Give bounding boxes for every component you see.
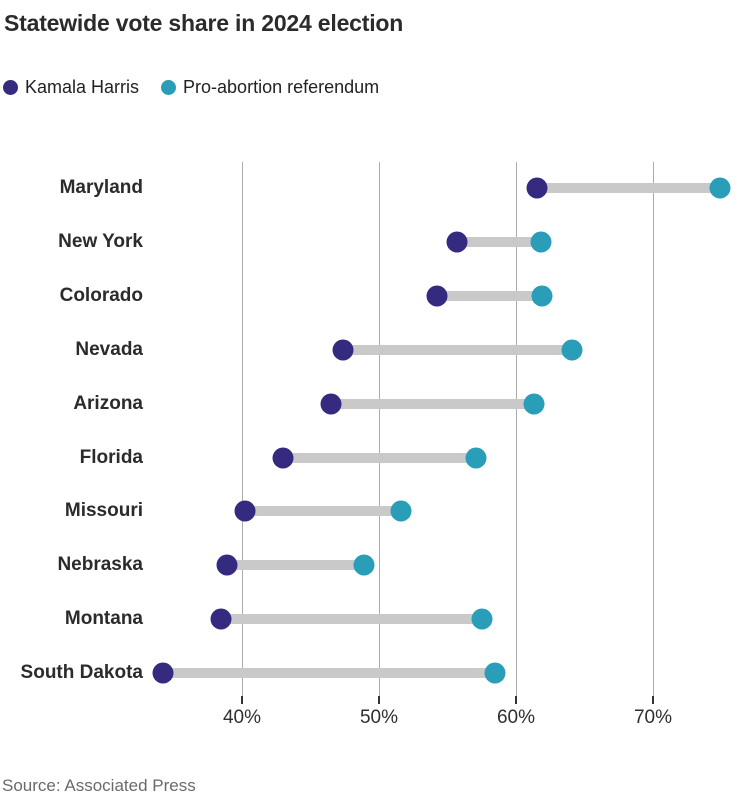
category-label: Maryland xyxy=(59,177,143,198)
legend-item-harris: Kamala Harris xyxy=(3,77,139,98)
harris-dot xyxy=(152,662,174,684)
source-credit: Source: Associated Press xyxy=(2,776,196,795)
gridline-60 xyxy=(515,162,517,696)
axis-tick-label-60: 60% xyxy=(496,707,536,728)
referendum-dot xyxy=(530,231,552,253)
axis-tick-40 xyxy=(241,696,243,704)
category-label: Nevada xyxy=(75,338,143,360)
referendum-legend-label: Pro-abortion referendum xyxy=(183,77,380,97)
harris-legend-label: Kamala Harris xyxy=(25,77,140,97)
gridline-40 xyxy=(241,162,243,696)
axis-tick-label-50: 50% xyxy=(359,707,399,728)
category-label: Colorado xyxy=(59,284,143,306)
gridline-50 xyxy=(378,162,380,696)
connector-bar xyxy=(331,398,534,409)
category-label: Missouri xyxy=(64,500,143,522)
harris-dot xyxy=(234,500,256,522)
connector-bar xyxy=(457,236,541,247)
harris-legend-dot-icon xyxy=(3,80,18,95)
axis-tick-70 xyxy=(652,696,654,704)
harris-dot xyxy=(426,285,448,307)
connector-bar xyxy=(536,183,721,193)
harris-dot xyxy=(446,231,468,253)
harris-dot xyxy=(526,177,548,199)
referendum-legend-dot-icon xyxy=(161,80,177,95)
connector-bar xyxy=(226,560,364,571)
chart-title: Statewide vote share in 2024 election xyxy=(4,10,404,36)
axis-tick-label-70: 70% xyxy=(633,707,673,728)
category-label: Montana xyxy=(64,608,143,630)
category-label: South Dakota xyxy=(20,662,143,684)
connector-bar xyxy=(244,506,401,517)
referendum-dot xyxy=(523,393,545,415)
harris-dot xyxy=(332,339,354,361)
category-label: New York xyxy=(58,230,143,252)
connector-bar xyxy=(436,290,543,301)
connector-bar xyxy=(162,668,496,679)
axis-tick-50 xyxy=(378,696,380,704)
connector-bar xyxy=(283,452,477,463)
referendum-dot xyxy=(465,447,487,468)
connector-bar xyxy=(221,614,482,625)
category-label: Florida xyxy=(79,446,143,468)
harris-dot xyxy=(320,393,342,415)
referendum-dot xyxy=(390,500,412,522)
legend-item-referendum: Pro-abortion referendum xyxy=(161,77,379,98)
referendum-dot xyxy=(484,662,506,684)
referendum-dot xyxy=(471,608,493,630)
legend: Kamala Harris Pro-abortion referendum xyxy=(3,77,379,98)
referendum-dot xyxy=(561,339,583,361)
referendum-dot xyxy=(353,554,375,576)
referendum-dot xyxy=(531,285,553,307)
category-label: Arizona xyxy=(73,392,143,414)
connector-bar xyxy=(343,344,573,355)
referendum-dot xyxy=(709,177,731,199)
harris-dot xyxy=(210,608,232,630)
harris-dot xyxy=(272,447,294,468)
harris-dot xyxy=(216,554,238,576)
gridline-70 xyxy=(652,162,654,696)
axis-tick-60 xyxy=(515,696,517,704)
category-label: Nebraska xyxy=(57,554,143,576)
axis-tick-label-40: 40% xyxy=(222,707,262,728)
